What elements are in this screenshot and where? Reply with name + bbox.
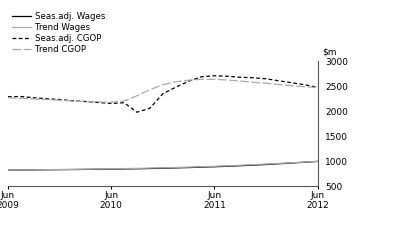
Legend: Seas.adj. Wages, Trend Wages, Seas.adj. CGOP, Trend CGOP: Seas.adj. Wages, Trend Wages, Seas.adj. …	[12, 12, 106, 54]
Text: $m: $m	[322, 47, 337, 56]
